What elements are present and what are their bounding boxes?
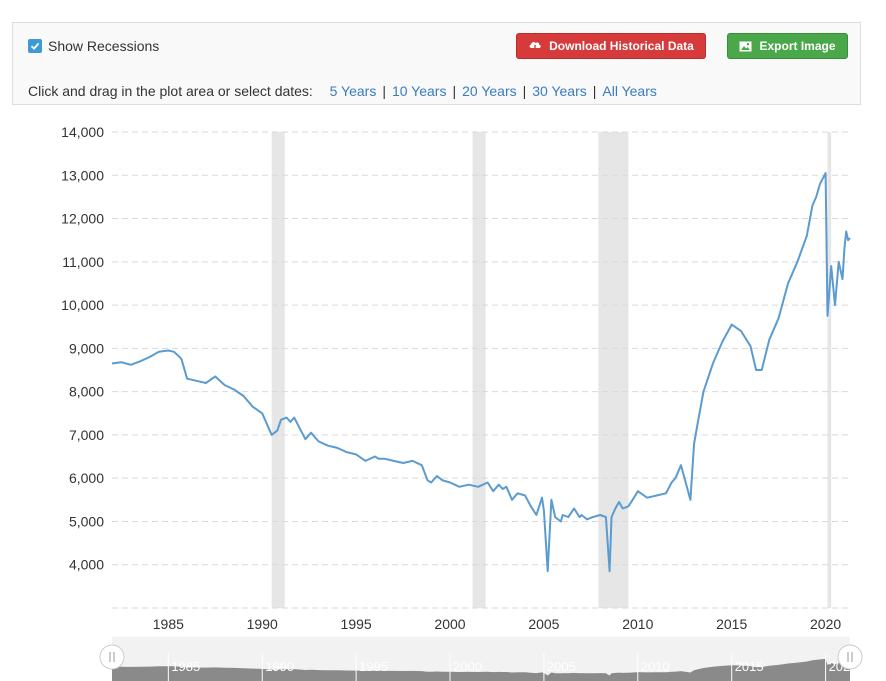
y-tick-label: 7,000 — [69, 427, 104, 443]
navigator-area — [112, 658, 850, 681]
x-tick-label: 2000 — [434, 616, 465, 632]
y-tick-label: 8,000 — [69, 384, 104, 400]
y-tick-label: 14,000 — [61, 124, 104, 140]
y-tick-label: 13,000 — [61, 167, 104, 183]
checkmark-icon — [30, 42, 40, 50]
y-gridlines — [112, 131, 850, 609]
range-separator: | — [592, 83, 597, 99]
x-tick-label: 1985 — [153, 616, 184, 632]
range-10-years-link[interactable]: 10 Years — [391, 83, 447, 99]
y-tick-label: 4,000 — [69, 557, 104, 573]
x-tick-label: 2010 — [622, 616, 653, 632]
download-historical-data-button[interactable]: Download Historical Data — [516, 33, 706, 59]
show-recessions-toggle[interactable]: Show Recessions — [28, 38, 159, 54]
navigator-tick-label: 2005 — [547, 659, 576, 674]
x-tick-label: 2005 — [528, 616, 559, 632]
export-image-button[interactable]: Export Image — [727, 33, 848, 59]
image-icon — [739, 41, 752, 52]
recession-band — [271, 132, 285, 608]
series-lines — [111, 172, 851, 573]
navigator-tick-label: 1990 — [265, 659, 294, 674]
x-tick-label: 2020 — [810, 616, 841, 632]
y-tick-label: 11,000 — [62, 254, 104, 270]
x-tick-label: 2015 — [716, 616, 747, 632]
navigator-tick-label: 2010 — [641, 659, 670, 674]
x-tick-label: 1995 — [341, 616, 372, 632]
recession-band — [598, 132, 629, 608]
show-recessions-checkbox[interactable] — [28, 39, 42, 53]
recession-band — [472, 132, 486, 608]
y-axis-ticks: 4,000 5,000 6,000 7,000 8,000 9,000 10,000 11,0… — [61, 124, 104, 573]
navigator-tick-label: 1985 — [171, 659, 200, 674]
navigator-right-handle[interactable] — [837, 644, 863, 670]
x-axis-ticks: 1985 1990 1995 2000 2005 2010 2015 2020 — [153, 616, 842, 632]
y-tick-label: 12,000 — [61, 211, 104, 227]
download-button-label: Download Historical Data — [549, 39, 694, 53]
range-all-years-link[interactable]: All Years — [602, 83, 657, 99]
show-recessions-label: Show Recessions — [48, 38, 160, 54]
y-tick-label: 9,000 — [69, 340, 104, 356]
navigator-tick-label: 1995 — [359, 659, 388, 674]
range-20-years-link[interactable]: 20 Years — [462, 83, 517, 99]
y-tick-label: 10,000 — [61, 297, 104, 313]
recession-bands — [271, 132, 832, 608]
range-5-years-link[interactable]: 5 Years — [329, 83, 377, 99]
range-separator: | — [452, 83, 457, 99]
x-tick-label: 1990 — [247, 616, 278, 632]
handle-circle — [99, 644, 125, 670]
date-range-prompt: Click and drag in the plot area or selec… — [28, 83, 313, 99]
range-separator: | — [382, 83, 386, 99]
navigator-left-handle[interactable] — [99, 644, 125, 670]
y-tick-label: 6,000 — [69, 470, 104, 486]
handle-circle — [837, 644, 863, 670]
navigator-tick-label: 2015 — [735, 659, 764, 674]
navigator-tick-label: 2000 — [453, 659, 482, 674]
export-button-label: Export Image — [759, 39, 836, 53]
range-30-years-link[interactable]: 30 Years — [532, 83, 587, 99]
recession-band — [827, 132, 832, 608]
date-range-selector: Click and drag in the plot area or selec… — [28, 83, 657, 99]
y-tick-label: 5,000 — [69, 513, 104, 529]
range-separator: | — [522, 83, 527, 99]
chart-toolbar: Show Recessions Download Historical Data… — [12, 22, 861, 105]
series-line — [111, 172, 851, 573]
cloud-download-icon — [528, 40, 542, 52]
